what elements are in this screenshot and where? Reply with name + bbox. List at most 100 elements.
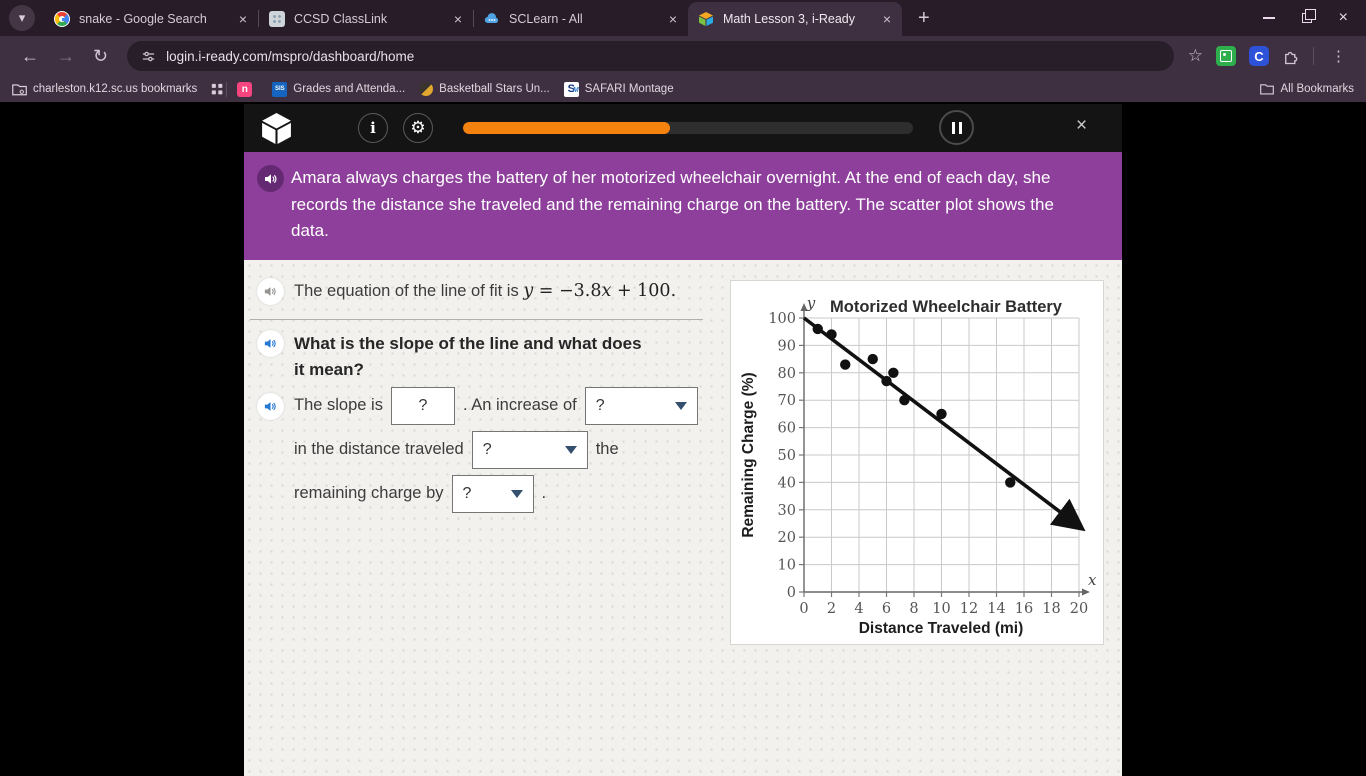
n-favicon-icon: n: [237, 81, 253, 97]
pause-button[interactable]: [939, 110, 974, 145]
lesson-content: The equation of the line of fit is y = −…: [244, 259, 1122, 776]
tab-separator: [258, 9, 259, 27]
banner-audio-button[interactable]: [257, 165, 284, 192]
apps-grid-icon[interactable]: [211, 83, 224, 96]
svg-text:20: 20: [1070, 601, 1088, 617]
sis-favicon-icon: SIS: [272, 81, 288, 97]
x-axis-letter: x: [1088, 571, 1097, 589]
svg-text:6: 6: [882, 601, 891, 617]
answer-audio-button[interactable]: [257, 392, 284, 420]
fill-in-sentence: The slope is ? . An increase of ? in the…: [294, 386, 730, 519]
restore-icon[interactable]: [1301, 9, 1316, 23]
tab-close-icon[interactable]: ×: [238, 11, 247, 27]
tab-close-icon[interactable]: ×: [453, 11, 462, 27]
info-icon: i: [370, 119, 376, 137]
fill-text: . An increase of: [462, 396, 577, 414]
slope-answer-box[interactable]: ?: [390, 386, 455, 425]
math-y: y: [523, 281, 534, 301]
svg-text:8: 8: [909, 601, 918, 617]
speaker-icon: [264, 173, 277, 184]
chevron-down-icon: ▾: [18, 10, 26, 25]
scatter-plot-card: 0 2 4 6 8 10 12 14 16 18 20 0 10 20 30 40 50 60 70 80 90 100 …: [730, 279, 1104, 645]
browser-toolbar: ← → ↻ login.i-ready.com/mspro/dashboard/…: [0, 36, 1366, 76]
equation-prefix: The equation of the line of fit is: [294, 282, 524, 300]
bookmark-n[interactable]: n: [237, 81, 258, 97]
tab-snake-google-search[interactable]: snake - Google Search ×: [44, 2, 258, 36]
fill-text: remaining charge by: [294, 484, 444, 502]
speaker-icon: [264, 286, 276, 296]
tab-strip: ▾ snake - Google Search × CCSD ClassLink…: [0, 0, 1366, 36]
screenshot-extension-icon[interactable]: [1216, 46, 1236, 66]
svg-text:16: 16: [1015, 601, 1033, 617]
page-background: i ⚙ × Amara always charges the battery o…: [0, 102, 1366, 776]
progress-fill: [463, 122, 670, 134]
tab-title: SCLearn - All: [509, 12, 583, 26]
reload-icon[interactable]: ↻: [93, 45, 109, 66]
info-button[interactable]: i: [358, 113, 388, 143]
svg-text:0: 0: [787, 585, 796, 601]
menu-kebab-icon[interactable]: ⋮: [1331, 48, 1346, 65]
tab-separator: [473, 9, 474, 27]
bookmark-basketball-stars[interactable]: Basketball Stars Un...: [419, 82, 550, 96]
folder-icon: [1259, 84, 1274, 95]
equation-audio-button[interactable]: [257, 277, 284, 305]
new-tab-button[interactable]: +: [918, 6, 930, 29]
settings-button[interactable]: ⚙: [403, 113, 433, 143]
tab-close-icon[interactable]: ×: [668, 11, 677, 27]
charge-dropdown[interactable]: ?: [451, 474, 534, 513]
svg-text:90: 90: [778, 338, 796, 354]
svg-text:10: 10: [778, 557, 796, 573]
bookmark-managed-folder[interactable]: charleston.k12.sc.us bookmarks: [12, 83, 197, 96]
bookmark-grades-attendance[interactable]: SIS Grades and Attenda...: [272, 81, 406, 97]
extensions-puzzle-icon[interactable]: [1282, 47, 1300, 65]
lesson-close-icon[interactable]: ×: [1076, 115, 1088, 136]
svg-text:30: 30: [778, 502, 796, 518]
x-axis-label: Distance Traveled (mi): [859, 620, 1024, 637]
iready-logo-icon: [259, 111, 294, 151]
tab-math-lesson-iready[interactable]: Math Lesson 3, i-Ready ×: [688, 2, 902, 36]
fill-text: in the distance traveled: [294, 440, 464, 458]
browser-window: ▾ snake - Google Search × CCSD ClassLink…: [0, 0, 1366, 102]
speaker-icon: [264, 338, 276, 348]
address-bar[interactable]: login.i-ready.com/mspro/dashboard/home: [127, 41, 1174, 71]
svg-text:70: 70: [778, 393, 796, 409]
fill-text: .: [541, 484, 547, 502]
tab-search-button[interactable]: ▾: [9, 5, 35, 31]
minimize-icon[interactable]: [1262, 17, 1275, 19]
window-controls: ×: [1262, 9, 1366, 26]
iready-cube-favicon-icon: [698, 11, 714, 27]
back-icon[interactable]: ←: [21, 45, 39, 66]
basketball-favicon-icon: [419, 82, 434, 96]
speaker-icon: [264, 401, 276, 411]
svg-text:50: 50: [778, 448, 796, 464]
math-end: + 100.: [611, 281, 677, 301]
tab-sclearn[interactable]: SCLearn - All ×: [474, 2, 688, 36]
url-text[interactable]: login.i-ready.com/mspro/dashboard/home: [166, 48, 415, 64]
problem-text: Amara always charges the battery of her …: [291, 168, 1054, 240]
question-audio-button[interactable]: [257, 329, 284, 357]
svg-text:2: 2: [827, 601, 836, 617]
svg-text:4: 4: [854, 601, 863, 617]
sclearn-cloud-favicon-icon: [484, 11, 500, 27]
svg-text:12: 12: [960, 601, 978, 617]
clever-extension-icon[interactable]: C: [1249, 46, 1269, 66]
bookmark-star-icon[interactable]: ☆: [1187, 46, 1203, 65]
tab-ccsd-classlink[interactable]: CCSD ClassLink ×: [259, 2, 473, 36]
forward-icon[interactable]: →: [57, 45, 75, 66]
divider: [250, 318, 703, 320]
site-settings-icon[interactable]: [141, 49, 156, 64]
increase-dropdown[interactable]: ?: [584, 386, 698, 425]
svg-text:80: 80: [778, 365, 796, 381]
fill-text: The slope is: [294, 396, 383, 414]
window-close-icon[interactable]: ×: [1338, 9, 1348, 26]
svg-text:20: 20: [778, 530, 796, 546]
distance-dropdown[interactable]: ?: [471, 430, 588, 469]
all-bookmarks-button[interactable]: All Bookmarks: [1259, 83, 1354, 95]
svg-text:60: 60: [778, 420, 796, 436]
tab-title: Math Lesson 3, i-Ready: [723, 12, 856, 26]
tab-close-icon[interactable]: ×: [882, 11, 891, 27]
bookmark-label: Grades and Attenda...: [293, 83, 406, 95]
battery-scatter-chart: 0 2 4 6 8 10 12 14 16 18 200102030405060708090100 …: [740, 294, 1097, 637]
